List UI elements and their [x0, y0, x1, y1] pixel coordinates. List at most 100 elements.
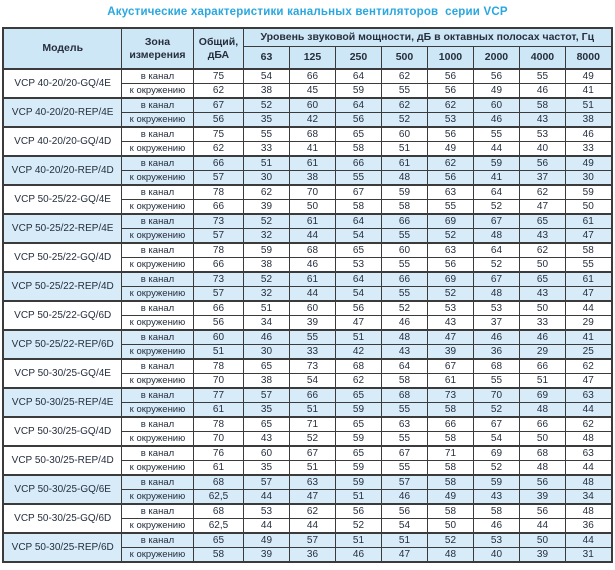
measurement-zone-label: к окружению	[120, 489, 194, 505]
total-dba-value: 77	[192, 387, 244, 403]
band-level-value: 62	[426, 155, 474, 171]
band-level-value: 42	[334, 344, 382, 360]
table-row: к окружению 70 38 54 62 58 61 55 51 47	[3, 373, 613, 389]
band-level-value: 44	[564, 532, 613, 548]
band-level-value: 60	[380, 242, 428, 258]
band-level-value: 60	[288, 300, 336, 316]
band-level-value: 58	[426, 460, 474, 476]
model-name: VCP 50-30/25-REP/6D	[2, 532, 122, 563]
total-dba-value: 78	[192, 242, 244, 258]
header-freq-500: 500	[380, 45, 428, 70]
table-body: VCP 40-20/20-GQ/4E в канал 75 54 66 64 62 56 56 5…	[2, 68, 613, 563]
total-dba-value: 56	[192, 112, 244, 128]
band-level-value: 46	[380, 315, 428, 331]
table-row: к окружению 57 30 38 55 48 56 41 37 30	[3, 170, 613, 186]
band-level-value: 46	[564, 126, 613, 142]
band-level-value: 58	[472, 503, 520, 519]
band-level-value: 67	[472, 271, 520, 287]
measurement-zone-label: в канал	[120, 358, 194, 374]
band-level-value: 50	[518, 532, 566, 548]
measurement-zone-label: к окружению	[120, 315, 194, 331]
measurement-zone-label: в канал	[120, 503, 194, 519]
band-level-value: 54	[334, 286, 382, 302]
band-level-value: 49	[472, 83, 520, 99]
band-level-value: 53	[426, 112, 474, 128]
band-level-value: 34	[242, 315, 290, 331]
total-dba-value: 58	[192, 547, 244, 563]
band-level-value: 61	[288, 213, 336, 229]
table-row: к окружению 56 35 42 56 52 53 46 43 38	[3, 112, 613, 128]
band-level-value: 50	[518, 431, 566, 447]
table-row: VCP 50-30/25-GQ/4E в канал 78 65 73 68 64 67 68 6…	[2, 358, 613, 389]
band-level-value: 67	[426, 358, 474, 374]
band-level-value: 36	[564, 518, 613, 534]
band-level-value: 65	[334, 416, 382, 432]
band-level-value: 46	[334, 547, 382, 563]
header-freq-8000: 8000	[564, 45, 613, 70]
band-level-value: 44	[518, 518, 566, 534]
band-level-value: 52	[242, 213, 290, 229]
band-level-value: 44	[472, 141, 520, 157]
band-level-value: 71	[426, 445, 474, 461]
band-level-value: 38	[242, 257, 290, 273]
band-level-value: 55	[472, 373, 520, 389]
measurement-zone-label: к окружению	[120, 373, 194, 389]
band-level-value: 41	[564, 83, 613, 99]
model-name: VCP 40-20/20-GQ/4D	[2, 126, 122, 157]
table-row: VCP 50-30/25-REP/4D в канал 76 60 67 65 67 71 69…	[2, 445, 613, 476]
measurement-zone-label: в канал	[120, 416, 194, 432]
band-level-value: 68	[288, 126, 336, 142]
band-level-value: 55	[288, 329, 336, 345]
band-level-value: 37	[472, 315, 520, 331]
total-dba-value: 68	[192, 474, 244, 490]
band-level-value: 66	[380, 271, 428, 287]
band-level-value: 56	[472, 68, 520, 84]
band-level-value: 33	[288, 344, 336, 360]
measurement-zone-label: к окружению	[120, 518, 194, 534]
band-level-value: 43	[426, 315, 474, 331]
band-level-value: 53	[472, 300, 520, 316]
band-level-value: 38	[288, 170, 336, 186]
band-level-value: 32	[242, 228, 290, 244]
band-level-value: 61	[288, 271, 336, 287]
band-level-value: 61	[564, 213, 613, 229]
band-level-value: 64	[334, 213, 382, 229]
band-level-value: 44	[288, 286, 336, 302]
band-level-value: 73	[426, 387, 474, 403]
acoustic-characteristics-table: Модель Зона измерения Общий, дБА Уровень…	[2, 27, 613, 563]
measurement-zone-label: в канал	[120, 213, 194, 229]
band-level-value: 46	[518, 329, 566, 345]
band-level-value: 48	[564, 503, 613, 519]
total-dba-value: 78	[192, 416, 244, 432]
band-level-value: 56	[334, 503, 382, 519]
band-level-value: 54	[472, 431, 520, 447]
band-level-value: 70	[288, 184, 336, 200]
band-level-value: 39	[242, 199, 290, 215]
total-dba-value: 57	[192, 228, 244, 244]
band-level-value: 48	[472, 286, 520, 302]
band-level-value: 59	[242, 242, 290, 258]
table-row: VCP 50-25/22-GQ/4E в канал 78 62 70 67 59 63 64 6…	[2, 184, 613, 215]
total-dba-value: 66	[192, 300, 244, 316]
band-level-value: 59	[334, 402, 382, 418]
total-dba-value: 67	[192, 97, 244, 113]
band-level-value: 42	[288, 112, 336, 128]
measurement-zone-label: к окружению	[120, 286, 194, 302]
band-level-value: 39	[242, 547, 290, 563]
band-level-value: 58	[564, 242, 613, 258]
band-level-value: 56	[334, 300, 382, 316]
band-level-value: 63	[288, 474, 336, 490]
band-level-value: 35	[242, 460, 290, 476]
band-level-value: 51	[242, 300, 290, 316]
band-level-value: 59	[564, 184, 613, 200]
band-level-value: 51	[334, 329, 382, 345]
band-level-value: 56	[518, 503, 566, 519]
band-level-value: 62	[380, 68, 428, 84]
band-level-value: 58	[334, 141, 382, 157]
band-level-value: 48	[472, 228, 520, 244]
measurement-zone-label: к окружению	[120, 547, 194, 563]
band-level-value: 64	[334, 97, 382, 113]
band-level-value: 52	[426, 532, 474, 548]
total-dba-value: 65	[192, 532, 244, 548]
header-octave-band-group: Уровень звуковой мощности, дБ в октавных…	[242, 27, 613, 47]
